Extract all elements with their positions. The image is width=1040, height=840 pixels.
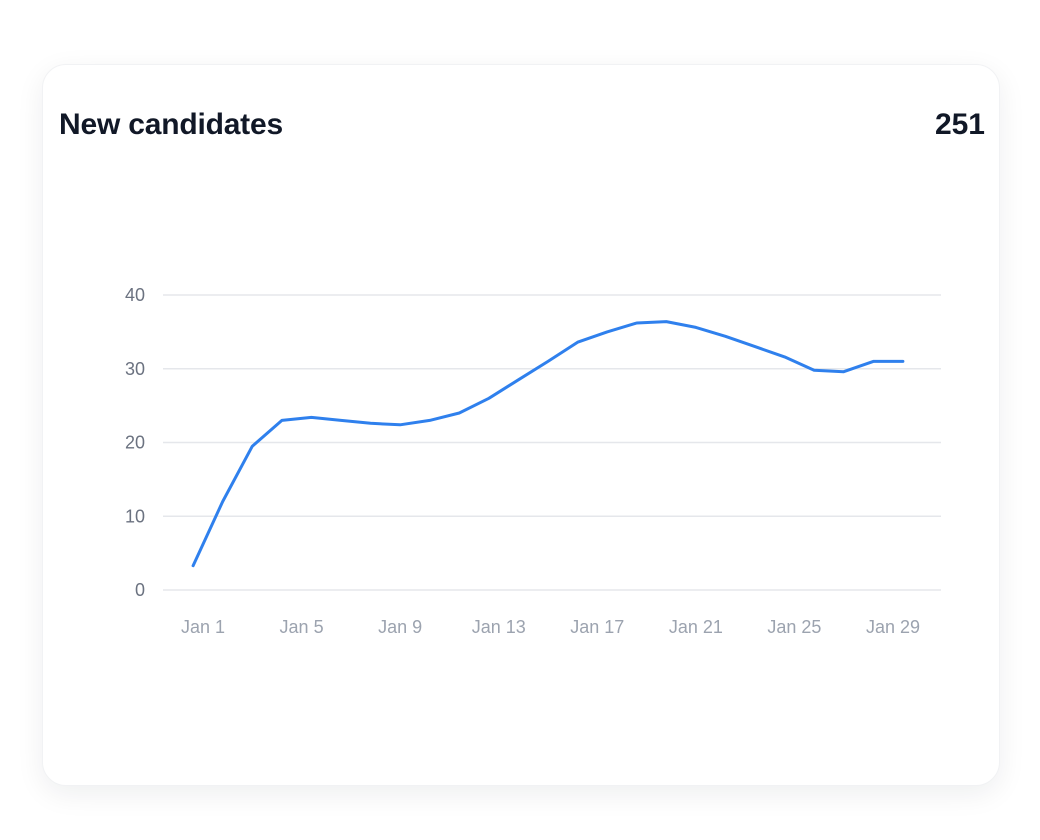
- series-line: [191, 320, 905, 568]
- x-tick-label: Jan 17: [570, 617, 624, 637]
- series-layer: [191, 320, 905, 568]
- x-tick-label: Jan 21: [669, 617, 723, 637]
- y-axis-ticks: 0 10 20 30 40: [125, 285, 145, 600]
- chart-card: [42, 64, 1000, 786]
- x-tick-label: Jan 29: [866, 617, 920, 637]
- grid-lines: [163, 294, 941, 591]
- total-count: 251: [934, 108, 985, 141]
- y-tick-label: 0: [135, 580, 145, 600]
- x-tick-label: Jan 1: [181, 617, 225, 637]
- x-tick-label: Jan 9: [378, 617, 422, 637]
- x-axis-ticks: Jan 1 Jan 5 Jan 9 Jan 13 Jan 17 Jan 21 Jan 25 J…: [181, 617, 920, 637]
- x-tick-label: Jan 13: [472, 617, 526, 637]
- y-tick-label: 20: [125, 433, 145, 453]
- x-tick-label: Jan 5: [280, 617, 324, 637]
- x-tick-label: Jan 25: [767, 617, 821, 637]
- y-tick-label: 30: [125, 359, 145, 379]
- card-title: New candidates: [59, 108, 283, 141]
- y-tick-label: 10: [125, 506, 145, 526]
- y-tick-label: 40: [125, 285, 145, 305]
